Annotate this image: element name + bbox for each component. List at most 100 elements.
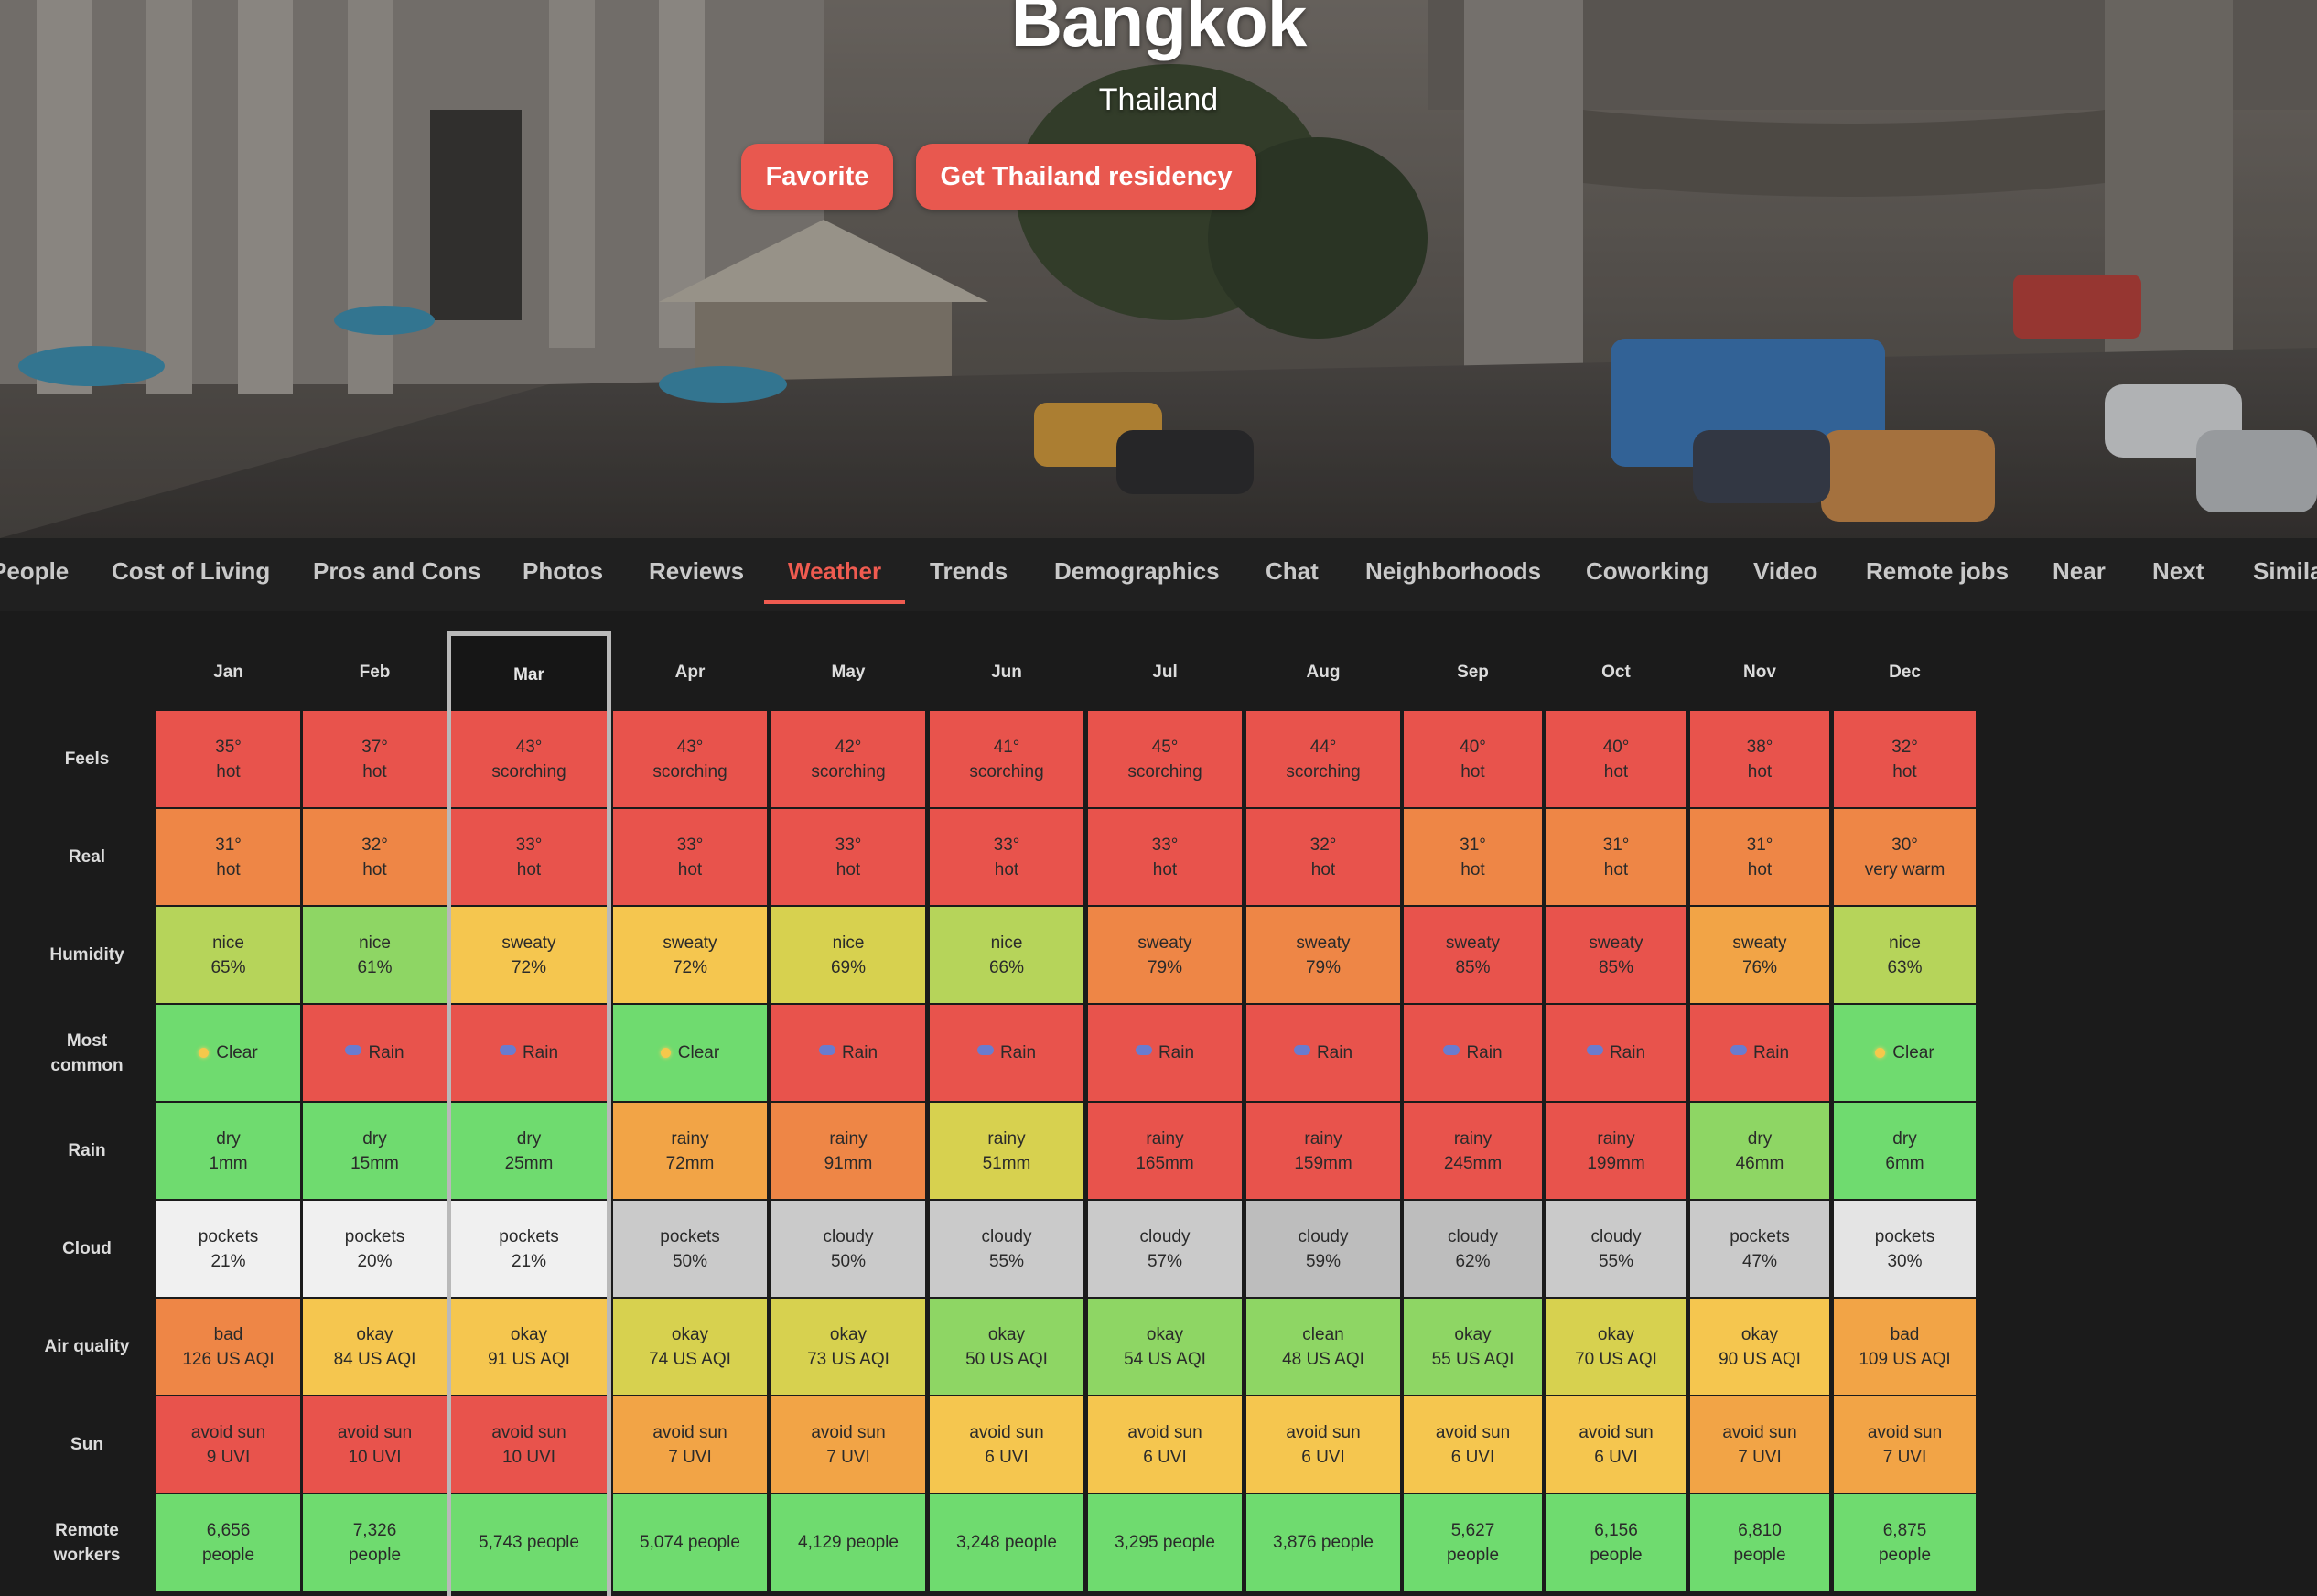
weather-cell[interactable]: dry 1mm	[156, 1103, 300, 1199]
tab-chat[interactable]: Chat	[1266, 557, 1319, 585]
tab-near[interactable]: Near	[2053, 557, 2106, 585]
tab-trends[interactable]: Trends	[930, 557, 1008, 585]
month-header-nov[interactable]: Nov	[1743, 663, 1776, 682]
weather-cell[interactable]: 5,627 people	[1404, 1494, 1542, 1591]
tab-cost-of-living[interactable]: Cost of Living	[112, 557, 271, 585]
tab-remote-jobs[interactable]: Remote jobs	[1866, 557, 2010, 585]
weather-cell[interactable]: 33° hot	[613, 809, 767, 905]
weather-cell[interactable]: dry 15mm	[303, 1103, 447, 1199]
weather-cell[interactable]: Rain	[303, 1005, 447, 1101]
weather-cell[interactable]: 33° hot	[930, 809, 1083, 905]
weather-cell[interactable]: cloudy 55%	[930, 1201, 1083, 1297]
weather-cell[interactable]: 43° scorching	[613, 711, 767, 807]
weather-cell[interactable]: okay 70 US AQI	[1546, 1299, 1686, 1395]
weather-cell[interactable]: 33° hot	[451, 809, 607, 905]
weather-cell[interactable]: avoid sun 9 UVI	[156, 1396, 300, 1493]
weather-cell[interactable]: okay 50 US AQI	[930, 1299, 1083, 1395]
weather-cell[interactable]: nice 63%	[1834, 907, 1976, 1003]
tab-neighborhoods[interactable]: Neighborhoods	[1365, 557, 1542, 585]
weather-cell[interactable]: avoid sun 6 UVI	[1404, 1396, 1542, 1493]
weather-cell[interactable]: 6,156 people	[1546, 1494, 1686, 1591]
weather-cell[interactable]: pockets 21%	[451, 1201, 607, 1297]
weather-cell[interactable]: bad 109 US AQI	[1834, 1299, 1976, 1395]
weather-cell[interactable]: nice 65%	[156, 907, 300, 1003]
month-header-dec[interactable]: Dec	[1889, 663, 1921, 682]
weather-cell[interactable]: 3,876 people	[1246, 1494, 1400, 1591]
weather-cell[interactable]: avoid sun 6 UVI	[1246, 1396, 1400, 1493]
weather-cell[interactable]: Clear	[156, 1005, 300, 1101]
weather-cell[interactable]: rainy 91mm	[771, 1103, 925, 1199]
weather-cell[interactable]: Rain	[1690, 1005, 1829, 1101]
weather-cell[interactable]: nice 66%	[930, 907, 1083, 1003]
month-header-aug[interactable]: Aug	[1306, 663, 1341, 682]
favorite-button[interactable]: Favorite	[741, 144, 893, 210]
weather-cell[interactable]: rainy 51mm	[930, 1103, 1083, 1199]
weather-cell[interactable]: sweaty 72%	[451, 907, 607, 1003]
weather-cell[interactable]: 30° very warm	[1834, 809, 1976, 905]
weather-cell[interactable]: 44° scorching	[1246, 711, 1400, 807]
weather-cell[interactable]: okay 84 US AQI	[303, 1299, 447, 1395]
weather-cell[interactable]: 42° scorching	[771, 711, 925, 807]
weather-cell[interactable]: pockets 47%	[1690, 1201, 1829, 1297]
weather-cell[interactable]: rainy 165mm	[1088, 1103, 1242, 1199]
weather-cell[interactable]: rainy 159mm	[1246, 1103, 1400, 1199]
weather-cell[interactable]: 35° hot	[156, 711, 300, 807]
weather-cell[interactable]: sweaty 85%	[1404, 907, 1542, 1003]
weather-cell[interactable]: cloudy 55%	[1546, 1201, 1686, 1297]
weather-cell[interactable]: rainy 72mm	[613, 1103, 767, 1199]
weather-cell[interactable]: 32° hot	[1834, 711, 1976, 807]
weather-cell[interactable]: dry 46mm	[1690, 1103, 1829, 1199]
weather-cell[interactable]: okay 91 US AQI	[451, 1299, 607, 1395]
weather-cell[interactable]: avoid sun 7 UVI	[771, 1396, 925, 1493]
weather-cell[interactable]: cloudy 62%	[1404, 1201, 1542, 1297]
weather-cell[interactable]: Rain	[771, 1005, 925, 1101]
weather-cell[interactable]: sweaty 72%	[613, 907, 767, 1003]
weather-cell[interactable]: Rain	[1246, 1005, 1400, 1101]
weather-cell[interactable]: rainy 245mm	[1404, 1103, 1542, 1199]
month-header-feb[interactable]: Feb	[359, 663, 391, 682]
weather-cell[interactable]: sweaty 79%	[1088, 907, 1242, 1003]
weather-cell[interactable]: bad 126 US AQI	[156, 1299, 300, 1395]
tab-reviews[interactable]: Reviews	[649, 557, 745, 585]
weather-cell[interactable]: dry 6mm	[1834, 1103, 1976, 1199]
weather-cell[interactable]: nice 61%	[303, 907, 447, 1003]
tab-pros-and-cons[interactable]: Pros and Cons	[313, 557, 481, 585]
weather-cell[interactable]: avoid sun 10 UVI	[303, 1396, 447, 1493]
weather-cell[interactable]: 40° hot	[1404, 711, 1542, 807]
month-header-sep[interactable]: Sep	[1457, 663, 1489, 682]
weather-cell[interactable]: 31° hot	[1404, 809, 1542, 905]
weather-cell[interactable]: okay 90 US AQI	[1690, 1299, 1829, 1395]
weather-cell[interactable]: avoid sun 6 UVI	[1088, 1396, 1242, 1493]
weather-cell[interactable]: avoid sun 10 UVI	[451, 1396, 607, 1493]
weather-cell[interactable]: 37° hot	[303, 711, 447, 807]
tab-people[interactable]: People	[0, 557, 70, 585]
weather-cell[interactable]: Rain	[451, 1005, 607, 1101]
weather-cell[interactable]: 4,129 people	[771, 1494, 925, 1591]
month-header-may[interactable]: May	[831, 663, 866, 682]
weather-cell[interactable]: 3,295 people	[1088, 1494, 1242, 1591]
weather-cell[interactable]: 33° hot	[1088, 809, 1242, 905]
weather-cell[interactable]: 7,326 people	[303, 1494, 447, 1591]
weather-cell[interactable]: avoid sun 7 UVI	[1690, 1396, 1829, 1493]
weather-cell[interactable]: 6,656 people	[156, 1494, 300, 1591]
weather-cell[interactable]: 32° hot	[303, 809, 447, 905]
weather-cell[interactable]: okay 54 US AQI	[1088, 1299, 1242, 1395]
weather-cell[interactable]: 31° hot	[156, 809, 300, 905]
weather-cell[interactable]: Clear	[613, 1005, 767, 1101]
month-header-oct[interactable]: Oct	[1601, 663, 1631, 682]
weather-cell[interactable]: 33° hot	[771, 809, 925, 905]
weather-cell[interactable]: cloudy 50%	[771, 1201, 925, 1297]
month-header-jan[interactable]: Jan	[213, 663, 243, 682]
weather-cell[interactable]: 6,810 people	[1690, 1494, 1829, 1591]
weather-cell[interactable]: dry 25mm	[451, 1103, 607, 1199]
month-header-jun[interactable]: Jun	[991, 663, 1022, 682]
weather-cell[interactable]: 45° scorching	[1088, 711, 1242, 807]
weather-cell[interactable]: 5,743 people	[451, 1494, 607, 1591]
weather-cell[interactable]: Rain	[1404, 1005, 1542, 1101]
weather-cell[interactable]: Clear	[1834, 1005, 1976, 1101]
weather-cell[interactable]: 41° scorching	[930, 711, 1083, 807]
get-residency-button[interactable]: Get Thailand residency	[916, 144, 1256, 210]
weather-cell[interactable]: cloudy 57%	[1088, 1201, 1242, 1297]
tab-next[interactable]: Next	[2152, 557, 2204, 585]
weather-cell[interactable]: sweaty 79%	[1246, 907, 1400, 1003]
